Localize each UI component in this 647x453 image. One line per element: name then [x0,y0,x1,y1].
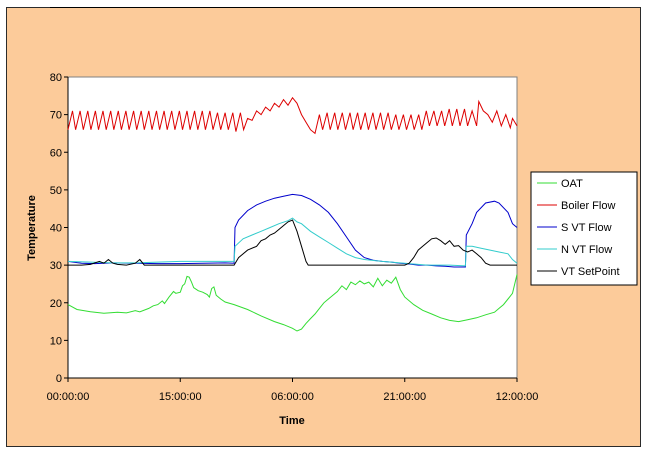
y-tick-label: 80 [50,72,62,84]
legend: OAT Boiler Flow S VT Flow N VT Flow VT SetPo… [530,171,638,286]
x-axis: 00:00:00 15:00:00 06:00:00 21:00:00 12:00:00 [47,377,539,403]
y-tick-label: 50 [50,185,62,197]
legend-label: S VT Flow [561,222,612,234]
y-tick-label: 60 [50,147,62,159]
y-tick-label: 30 [50,260,62,272]
legend-label: VT SetPoint [561,266,620,278]
x-tick-label: 06:00:00 [271,391,314,403]
x-tick-label: 12:00:00 [496,391,539,403]
legend-label: Boiler Flow [561,200,615,212]
x-tick-label: 00:00:00 [47,391,90,403]
series-lines [67,96,518,332]
y-tick-label: 40 [50,223,62,235]
series-line-boiler-flow [67,96,518,135]
legend-label: N VT Flow [561,244,612,256]
y-tick-label: 0 [56,373,62,385]
legend-label: OAT [561,178,583,190]
x-tick-label: 21:00:00 [383,391,426,403]
y-axis: 0 10 20 30 40 50 60 70 80 [50,72,69,385]
x-axis-title: Time [279,415,304,427]
y-tick-label: 70 [50,110,62,122]
legend-box [530,171,638,286]
series-line-vt-setpoint [68,219,517,266]
y-axis-title: Temperature [26,195,38,261]
series-line-n-vt-flow [67,217,518,267]
top-rule [50,7,610,8]
series-line-oat [67,274,518,332]
y-tick-label: 20 [50,298,62,310]
series-line-s-vt-flow [67,193,518,268]
x-tick-label: 15:00:00 [159,391,202,403]
y-tick-label: 10 [50,335,62,347]
